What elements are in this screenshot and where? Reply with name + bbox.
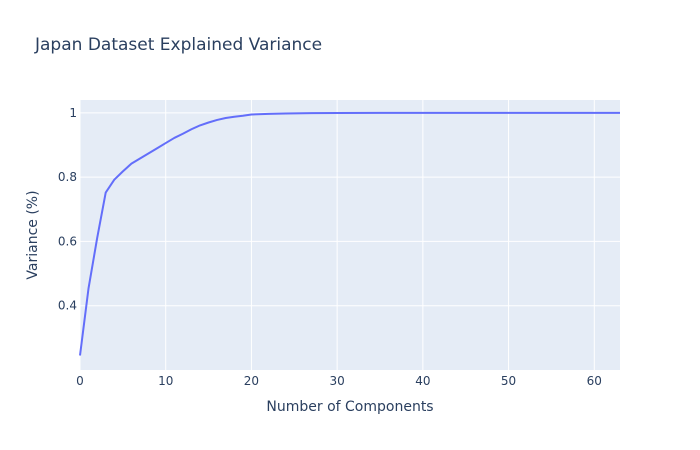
x-tick-label: 50 bbox=[501, 374, 516, 388]
x-tick-label: 10 bbox=[158, 374, 173, 388]
y-tick-label: 0.4 bbox=[58, 299, 77, 313]
y-tick-label: 0.8 bbox=[58, 170, 77, 184]
y-tick-label: 1 bbox=[69, 106, 77, 120]
plot-area bbox=[80, 100, 620, 370]
chart-title: Japan Dataset Explained Variance bbox=[34, 35, 322, 55]
x-tick-label: 0 bbox=[76, 374, 84, 388]
y-tick-label: 0.6 bbox=[58, 234, 77, 248]
x-axis-title: Number of Components bbox=[266, 399, 433, 415]
x-tick-label: 20 bbox=[244, 374, 259, 388]
x-tick-label: 40 bbox=[415, 374, 430, 388]
x-tick-label: 30 bbox=[330, 374, 345, 388]
explained-variance-line bbox=[79, 111, 620, 356]
y-axis-title: Variance (%) bbox=[25, 190, 41, 279]
x-tick-label: 60 bbox=[587, 374, 602, 388]
y-axis-ticks: 0.4 0.6 0.8 1 bbox=[58, 106, 77, 313]
x-axis-ticks: 0 10 20 30 40 50 60 bbox=[76, 374, 602, 388]
